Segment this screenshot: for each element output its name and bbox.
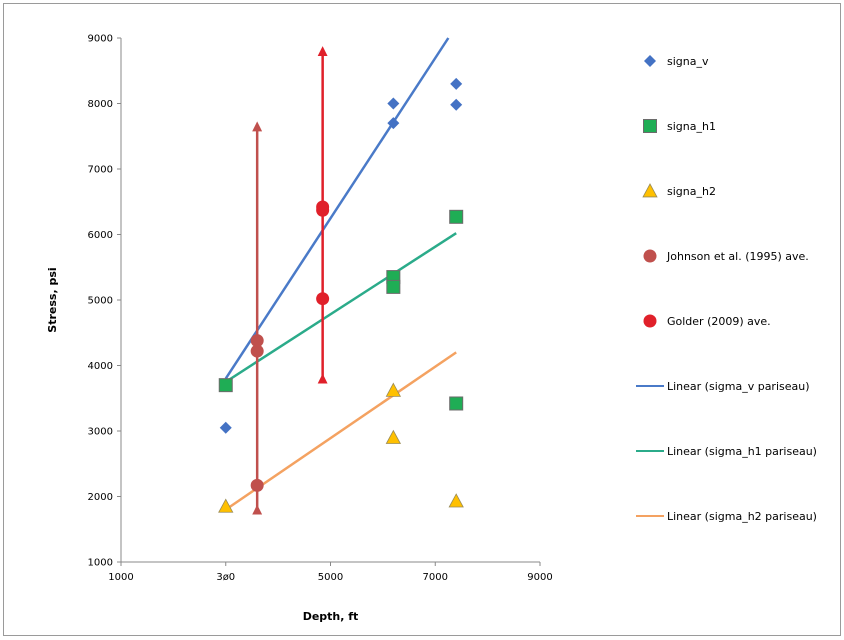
y-tick-label: 8000 (88, 99, 113, 110)
data-point (218, 498, 234, 513)
legend-label: signa_h1 (667, 120, 716, 133)
data-points (218, 77, 464, 513)
legend-label: signa_h2 (667, 185, 716, 198)
legend-label: Linear (sigma_h1 pariseau) (667, 445, 817, 458)
y-tick-label: 4000 (88, 361, 113, 372)
y-tick-label: 2000 (88, 492, 113, 503)
x-tick-label: 7000 (423, 572, 448, 583)
data-point (387, 97, 400, 110)
y-tick-label: 1000 (88, 558, 113, 569)
trendline (225, 351, 457, 511)
data-point (448, 493, 464, 508)
y-tick-label: 9000 (88, 34, 113, 45)
x-tick-label: 1000 (108, 572, 133, 583)
legend-label: signa_v (667, 55, 709, 68)
y-tick-label: 6000 (88, 230, 113, 241)
trendline (225, 232, 457, 383)
legend-swatch (643, 314, 657, 328)
axes: 1000 2000 3000 4000 5000 6000 7000 8000 9000 1000… (88, 34, 553, 584)
data-point (316, 203, 330, 217)
legend-label: Golder (2009) ave. (667, 315, 771, 328)
data-point (219, 421, 232, 434)
chart-frame: 1000 2000 3000 4000 5000 6000 7000 8000 9000 1000… (3, 3, 841, 636)
legend-swatch (643, 249, 657, 263)
data-point (385, 382, 402, 397)
data-point (250, 344, 264, 358)
data-point (450, 98, 463, 111)
data-point (449, 209, 464, 224)
legend: signa_v signa_h1 signa_h2 Johnson et al. (1… (636, 55, 817, 523)
x-axis-title: Depth, ft (303, 610, 359, 623)
legend-label: Johnson et al. (1995) ave. (666, 250, 809, 263)
data-point (316, 292, 330, 306)
legend-swatch (644, 55, 656, 67)
trendline (224, 37, 450, 380)
legend-label: Linear (sigma_v pariseau) (667, 380, 810, 393)
y-axis-title: Stress, psi (46, 267, 59, 332)
data-point (218, 378, 233, 393)
y-tick-label: 7000 (88, 165, 113, 176)
data-point (387, 117, 400, 130)
data-point (449, 396, 464, 411)
data-point (385, 429, 402, 444)
x-tick-label: 5000 (318, 572, 343, 583)
data-point (250, 478, 264, 492)
x-tick-label: 9000 (527, 572, 552, 583)
y-tick-label: 3000 (88, 427, 113, 438)
x-tick-label: 3ø0 (216, 572, 235, 583)
legend-swatch (643, 119, 657, 133)
trendlines (224, 37, 457, 511)
legend-swatch (642, 183, 658, 198)
data-point (386, 279, 401, 294)
data-point (250, 334, 264, 348)
legend-label: Linear (sigma_h2 pariseau) (667, 510, 817, 523)
y-tick-label: 5000 (88, 296, 113, 307)
data-point (450, 77, 463, 90)
stress-depth-chart: 1000 2000 3000 4000 5000 6000 7000 8000 9000 1000… (46, 34, 817, 624)
